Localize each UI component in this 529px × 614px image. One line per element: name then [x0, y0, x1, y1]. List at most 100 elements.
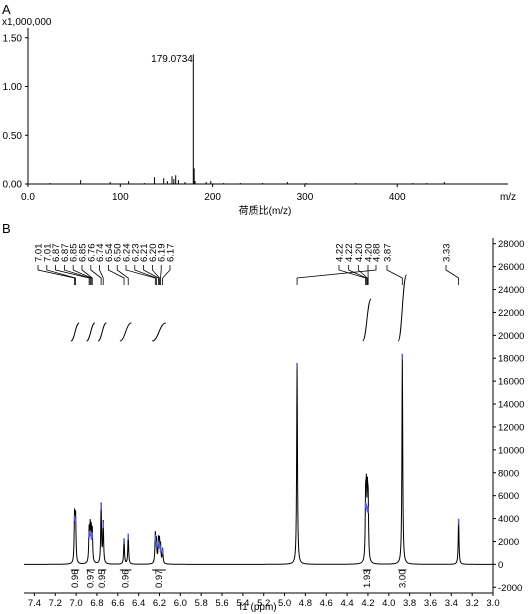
chart-a-y-tick-label: 1.50	[3, 33, 23, 44]
chart-b-integral-value: 3.00	[397, 570, 408, 589]
chart-b-x-tick-label: 6.2	[153, 598, 166, 609]
chart-a-x-axis-title: 荷质比(m/z)	[239, 205, 292, 217]
chart-b-peak-label-leader	[72, 265, 92, 285]
chart-b-x-tick-label: 5.6	[215, 598, 228, 609]
chart-a-x-tick-label: 100	[112, 192, 129, 203]
chart-b-integral-curve	[70, 322, 80, 342]
chart-b-y-tick-label: 26000	[498, 262, 524, 273]
chart-b-peak-label-leader	[46, 265, 76, 285]
chart-b-peak-label: 4.22	[335, 244, 346, 263]
chart-b-integral-value: 0.97	[86, 570, 97, 589]
chart-b-peak-label-leader	[338, 265, 367, 285]
chart-b-peak-label-leader	[445, 265, 460, 285]
chart-b-peak-label: 7.01	[34, 244, 45, 263]
chart-b-peak-label-leader	[55, 265, 90, 285]
chart-b-integral-value: 0.96	[121, 570, 132, 589]
chart-b-peak-label-leader	[348, 265, 367, 285]
chart-b-integral-curve	[119, 322, 132, 342]
chart-b-x-axis-title: f1 (ppm)	[239, 602, 276, 613]
chart-b-peak-label: 6.76	[86, 244, 97, 263]
chart-b-peak-label: 3.87	[383, 244, 394, 263]
chart-b-peak-label-leader	[108, 265, 125, 285]
chart-b-peak-label: 4.20	[364, 244, 375, 263]
chart-b-peak-label: 6.20	[148, 244, 159, 263]
chart-b-peak-label: 6.17	[166, 244, 177, 263]
chart-b-peak-label: 4.20	[354, 244, 365, 263]
chart-b-y-tick-label: 8000	[498, 468, 519, 479]
chart-b-y-tick-label: 14000	[498, 400, 524, 411]
chart-b-y-tick-label: 10000	[498, 445, 524, 456]
chart-b-x-tick-label: 5.4	[236, 598, 249, 609]
chart-b-x-tick-label: 5.8	[195, 598, 208, 609]
chart-b-x-tick-label: 5.2	[257, 598, 270, 609]
chart-a-x-unit: m/z	[500, 192, 516, 203]
chart-b-peak-label-leader	[357, 265, 368, 285]
panel-b-label: B	[2, 221, 11, 236]
chart-b-peak-label: 6.85	[69, 244, 80, 263]
chart-b-integral-value: 0.95	[97, 570, 108, 589]
chart-b-peak-label-leader	[160, 265, 162, 285]
chart-b-peak-label: 7.01	[42, 244, 53, 263]
chart-b-peak-label: 3.33	[442, 244, 453, 263]
chart-b-peak-label: 6.24	[122, 244, 133, 263]
chart-b-x-tick-label: 6.8	[90, 598, 103, 609]
chart-b-peak-label: 4.22	[344, 244, 355, 263]
chart-a-x-tick-label: 200	[204, 192, 221, 203]
chart-b-integral-curve	[362, 298, 372, 342]
chart-b-x-tick-label: 6.4	[132, 598, 145, 609]
chart-b-peak-label-leader	[386, 265, 403, 285]
chart-b-peak-label: 6.85	[78, 244, 89, 263]
chart-b-y-tick-label: -2000	[498, 583, 522, 594]
chart-a-x-tick-label: 0.0	[21, 192, 35, 203]
chart-b-y-tick-label: 0	[498, 560, 503, 571]
chart-b-x-tick-label: 4.4	[340, 598, 353, 609]
chart-b-x-tick-label: 3.6	[424, 598, 437, 609]
chart-b-x-tick-label: 4.2	[361, 598, 374, 609]
chart-b-peak-label-leader	[64, 265, 91, 285]
chart-b-peak-label: 6.19	[157, 244, 168, 263]
chart-b-peak-label: 6.54	[104, 244, 115, 263]
chart-b-peak-label: 6.21	[139, 244, 150, 263]
panel-a-multiplier: x1,000,000	[2, 17, 52, 28]
chart-b-peak-label: 6.23	[130, 244, 141, 263]
chart-b-x-tick-label: 3.2	[466, 598, 479, 609]
chart-b-peak-label: 6.74	[95, 244, 106, 263]
chart-b-x-tick-label: 4.8	[299, 598, 312, 609]
chart-b-y-tick-label: 18000	[498, 354, 524, 365]
chart-a-peak-annotation: 179.0734	[151, 54, 193, 65]
chart-b-peak-label-leader	[90, 265, 102, 285]
chart-b-integral-value: 0.96	[70, 570, 81, 589]
chart-b-integral-curve	[152, 322, 166, 342]
chart-b-peak-label: 6.87	[51, 244, 62, 263]
chart-b-peak-label-leader	[152, 265, 160, 285]
chart-b-x-tick-label: 3.8	[403, 598, 416, 609]
chart-b-y-tick-label: 20000	[498, 331, 524, 342]
chart-b-peak-label-leader	[99, 265, 104, 285]
chart-b: f1 (ppm) -2000 0 2000 4000 6000 8000 10000 1200…	[24, 238, 524, 613]
chart-a-y-tick-label: 0.00	[3, 180, 23, 191]
chart-b-y-tick-label: 16000	[498, 377, 524, 388]
chart-b-peak-label: 6.50	[113, 244, 124, 263]
chart-b-peak-label-leader	[125, 265, 156, 285]
chart-b-y-tick-label: 12000	[498, 422, 524, 433]
chart-b-x-tick-label: 3.4	[445, 598, 458, 609]
chart-b-x-tick-label: 7.4	[28, 598, 41, 609]
chart-b-x-tick-label: 3.0	[486, 598, 499, 609]
chart-b-peak-label-leader	[143, 265, 159, 285]
chart-b-x-tick-label: 7.2	[49, 598, 62, 609]
chart-b-integral-value: 1.93	[362, 570, 373, 589]
chart-b-x-tick-label: 5.0	[278, 598, 291, 609]
chart-b-x-tick-label: 6.0	[174, 598, 187, 609]
chart-a-y-tick-label: 1.00	[3, 82, 23, 93]
chart-b-peak-label: 4.88	[372, 244, 383, 263]
chart-a: m/z 荷质比(m/z) 179.0734 0.00 0.50 1.00 1.50 0.…	[3, 28, 516, 217]
chart-b-x-tick-label: 4.6	[320, 598, 333, 609]
chart-b-y-tick-label: 22000	[498, 308, 524, 319]
chart-a-x-tick-label: 300	[297, 192, 314, 203]
chart-b-spectrum-line	[24, 354, 493, 565]
chart-b-y-tick-label: 24000	[498, 285, 524, 296]
chart-a-x-tick-label: 400	[389, 192, 406, 203]
chart-b-peak-label-leader	[81, 265, 93, 285]
panel-a-label: A	[2, 2, 11, 17]
